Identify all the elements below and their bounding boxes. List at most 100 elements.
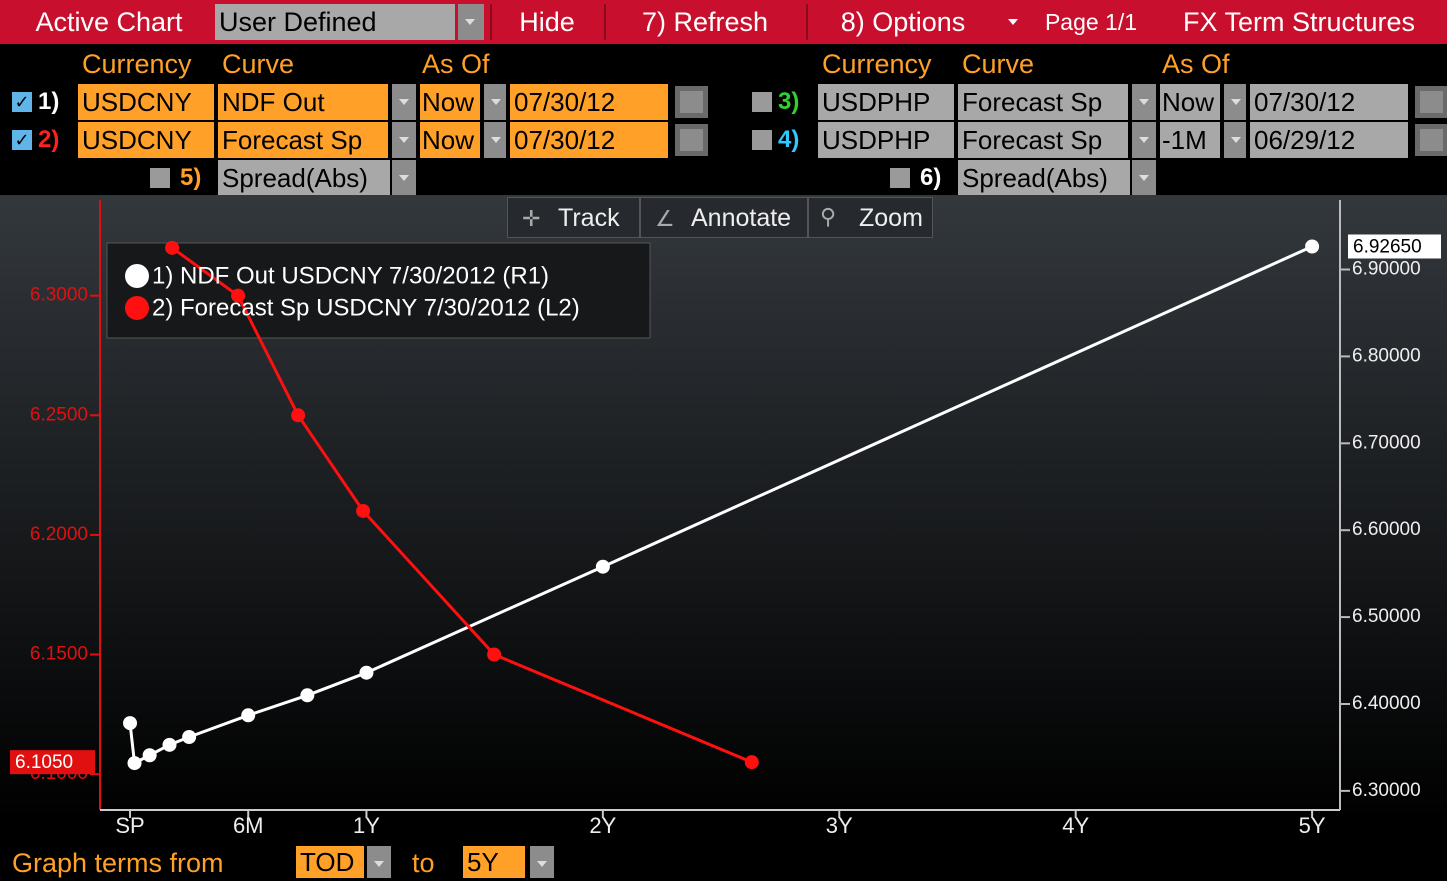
refresh-button[interactable]: 7) Refresh [641,7,769,37]
currency-field[interactable]: USDPHP [818,84,954,120]
row-number: 3) [778,88,800,115]
date-field[interactable]: 07/30/12 [510,84,668,120]
row-number: 6) [920,164,942,191]
dropdown-arrow[interactable] [392,122,416,158]
terms-from[interactable]: TOD [296,846,364,878]
zoom-tool[interactable]: Zoom [808,197,933,238]
dropdown-arrow[interactable] [484,84,506,120]
data-point [142,748,157,763]
y2-tick-label: 6.50000 [1352,606,1421,627]
y2-tick-label: 6.90000 [1352,259,1421,280]
y2-tick-label: 6.30000 [1352,780,1421,801]
series-line [128,245,1313,766]
date-field[interactable]: 06/29/12 [1250,122,1408,158]
calendar-button[interactable] [675,124,708,156]
dropdown-arrow[interactable] [484,122,506,158]
checkbox[interactable] [752,130,772,150]
data-point [744,755,759,770]
curve-field[interactable]: Forecast Sp [218,122,388,158]
y-tick-label: 6.3000 [30,285,88,306]
calendar-button[interactable] [1415,124,1447,156]
y-tick-label: 6.2000 [30,524,88,545]
column-header: Currency [822,49,932,79]
x-tick-label: SP [115,813,144,838]
dropdown-arrow[interactable] [530,846,554,878]
zoom-icon: ⚲ [820,204,837,229]
y2-tick-label: 6.40000 [1352,693,1421,714]
dropdown-arrow[interactable] [392,84,416,120]
date-field[interactable]: 07/30/12 [1250,84,1408,120]
as-of-field[interactable]: -1M [1160,122,1220,158]
x-tick-label: 3Y [826,813,853,838]
active-chart-label: Active Chart [35,7,183,37]
dropdown-arrow[interactable] [458,4,484,40]
annotate-icon: ∠ [655,206,675,231]
row-number: 5) [180,164,202,191]
row-number: 4) [778,126,800,153]
legend-swatch [125,296,149,320]
data-point [165,240,180,255]
column-header: Currency [82,49,192,79]
options-button[interactable]: 8) Options [840,7,966,37]
checkbox-checked[interactable]: ✓ [12,130,32,150]
data-point [182,730,197,745]
spread-field[interactable]: Spread(Abs) [958,160,1130,196]
dropdown-arrow[interactable] [367,846,391,878]
terms-to[interactable]: 5Y [463,846,525,878]
dropdown-arrow[interactable] [1224,84,1246,120]
curve-field[interactable]: Forecast Sp [958,84,1128,120]
legend-label: 2) Forecast Sp USDCNY 7/30/2012 (L2) [152,294,580,321]
curve-field[interactable]: Forecast Sp [958,122,1128,158]
calendar-button[interactable] [1415,86,1447,118]
data-point [595,559,610,574]
data-point [162,737,177,752]
checkbox[interactable] [150,168,170,188]
checkbox-checked[interactable]: ✓ [12,92,32,112]
terms-from-label: Graph terms from [12,848,224,878]
checkbox[interactable] [752,92,772,112]
separator [604,4,606,40]
row-number: 2) [38,126,60,153]
data-point [359,665,374,680]
terms-to-label: to [412,848,435,878]
legend-box [106,242,651,339]
page-indicator: Page 1/1 [1044,9,1138,35]
y-tick-label: 6.1500 [30,644,88,665]
track-tool[interactable]: Track [507,197,640,238]
currency-field[interactable]: USDPHP [818,122,954,158]
hide-button[interactable]: Hide [519,7,575,37]
spread-field[interactable]: Spread(Abs) [218,160,390,196]
options-arrow [1008,19,1018,25]
dropdown-arrow[interactable] [1132,84,1156,120]
as-of-field[interactable]: Now [1160,84,1220,120]
annotate-tool[interactable]: Annotate [640,197,808,238]
y2-tick-label: 6.60000 [1352,519,1421,540]
data-point [291,408,306,423]
curve-field[interactable]: NDF Out [218,84,388,120]
data-point [123,716,138,731]
calendar-button[interactable] [675,86,708,118]
separator [806,4,808,40]
currency-field[interactable]: USDCNY [78,122,214,158]
column-header: Curve [962,49,1035,79]
currency-field[interactable]: USDCNY [78,84,214,120]
data-point [487,647,502,662]
date-field[interactable]: 07/30/12 [510,122,668,158]
value-label: 6.1050 [15,752,73,773]
column-header: As Of [422,49,490,79]
x-tick-label: 2Y [589,813,616,838]
value-label-box [10,750,95,775]
chart-select[interactable]: User Defined [215,4,455,40]
as-of-field[interactable]: Now [420,84,480,120]
dropdown-arrow[interactable] [1224,122,1246,158]
dropdown-arrow[interactable] [392,160,416,196]
data-point [1305,239,1320,254]
x-tick-label: 1Y [353,813,380,838]
as-of-field[interactable]: Now [420,122,480,158]
dropdown-arrow[interactable] [1132,122,1156,158]
dropdown-arrow[interactable] [1132,160,1156,196]
y2-tick-label: 6.70000 [1352,432,1421,453]
checkbox[interactable] [890,168,910,188]
x-tick-label: 4Y [1062,813,1089,838]
